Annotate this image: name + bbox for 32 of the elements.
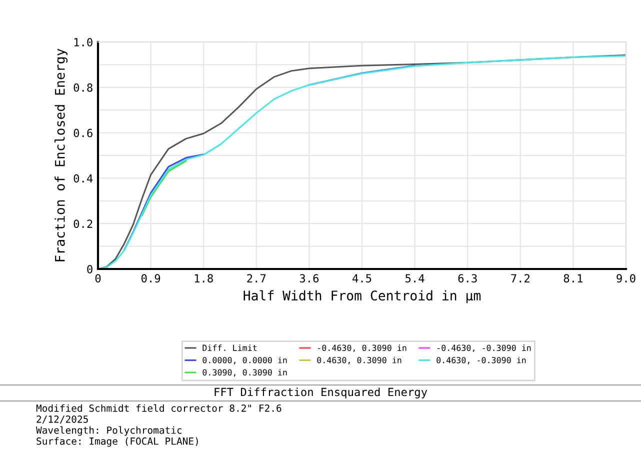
text: FFT Diffraction Ensquared Energy bbox=[214, 388, 428, 398]
x-tick-label: 3.6 bbox=[300, 274, 319, 283]
legend-label: 0.4630, -0.3090 in bbox=[436, 356, 526, 364]
x-tick-label: 2.7 bbox=[247, 274, 266, 282]
x-tick-label: 6.3 bbox=[458, 274, 477, 283]
x-tick-label: 8.1 bbox=[564, 274, 582, 283]
y-tick-label: 0.8 bbox=[74, 83, 92, 92]
x-tick-label: 5.4 bbox=[406, 274, 424, 283]
x-axis-title: Half Width From Centroid in µm bbox=[244, 290, 481, 304]
x-tick-label: 4.5 bbox=[352, 274, 372, 283]
y-tick-label: 0 bbox=[87, 265, 92, 274]
text: Wavelength: Polychromatic bbox=[36, 426, 182, 436]
text: Modified Schmidt field corrector 8.2" F2.6 bbox=[36, 404, 282, 412]
text: Surface: Image (FOCAL PLANE) bbox=[36, 437, 198, 447]
legend-label: Diff. Limit bbox=[202, 344, 257, 351]
x-tick-label: 0 bbox=[95, 274, 101, 283]
legend-label: -0.4630, 0.3090 in bbox=[318, 344, 406, 352]
x-tick-label: 9.0 bbox=[616, 274, 636, 283]
y-tick-label: 1.0 bbox=[74, 38, 92, 46]
text: 2/12/2025 bbox=[36, 415, 88, 424]
line-series bbox=[141, 160, 187, 216]
legend-label: 0.4630, 0.3090 in bbox=[317, 356, 402, 364]
x-tick-label: 0.9 bbox=[141, 274, 160, 283]
y-tick-label: 0.2 bbox=[74, 220, 92, 228]
y-axis-title: Fraction of Enclosed Energy bbox=[54, 48, 68, 262]
y-tick-label: 0.6 bbox=[74, 128, 92, 138]
legend-label: -0.4630, -0.3090 in bbox=[438, 344, 531, 352]
x-tick-label: 1.8 bbox=[194, 274, 213, 283]
y-tick-label: 0.4 bbox=[74, 174, 93, 183]
x-tick-label: 7.2 bbox=[511, 274, 530, 282]
legend-label: 0.0000, 0.0000 in bbox=[202, 356, 287, 364]
legend-label: 0.3090, 0.3090 in bbox=[202, 369, 287, 377]
